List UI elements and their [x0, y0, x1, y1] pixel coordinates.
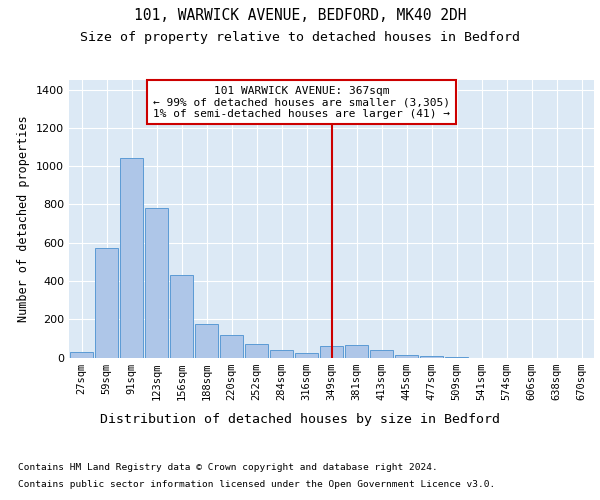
- Text: Size of property relative to detached houses in Bedford: Size of property relative to detached ho…: [80, 31, 520, 44]
- Bar: [95, 248, 118, 358]
- Bar: [419, 356, 443, 358]
- Bar: [170, 275, 193, 357]
- Bar: [344, 345, 368, 358]
- Bar: [320, 346, 343, 358]
- Bar: [220, 334, 244, 357]
- Y-axis label: Number of detached properties: Number of detached properties: [17, 116, 31, 322]
- Bar: [269, 350, 293, 358]
- Text: Contains HM Land Registry data © Crown copyright and database right 2024.: Contains HM Land Registry data © Crown c…: [18, 462, 438, 471]
- Bar: [145, 208, 169, 358]
- Bar: [445, 356, 469, 358]
- Text: 101, WARWICK AVENUE, BEDFORD, MK40 2DH: 101, WARWICK AVENUE, BEDFORD, MK40 2DH: [134, 8, 466, 22]
- Bar: [370, 350, 394, 358]
- Bar: [245, 344, 268, 358]
- Text: Contains public sector information licensed under the Open Government Licence v3: Contains public sector information licen…: [18, 480, 495, 489]
- Text: Distribution of detached houses by size in Bedford: Distribution of detached houses by size …: [100, 412, 500, 426]
- Bar: [70, 352, 94, 358]
- Text: 101 WARWICK AVENUE: 367sqm
← 99% of detached houses are smaller (3,305)
1% of se: 101 WARWICK AVENUE: 367sqm ← 99% of deta…: [153, 86, 450, 119]
- Bar: [295, 352, 319, 358]
- Bar: [194, 324, 218, 358]
- Bar: [119, 158, 143, 358]
- Bar: [395, 354, 418, 358]
